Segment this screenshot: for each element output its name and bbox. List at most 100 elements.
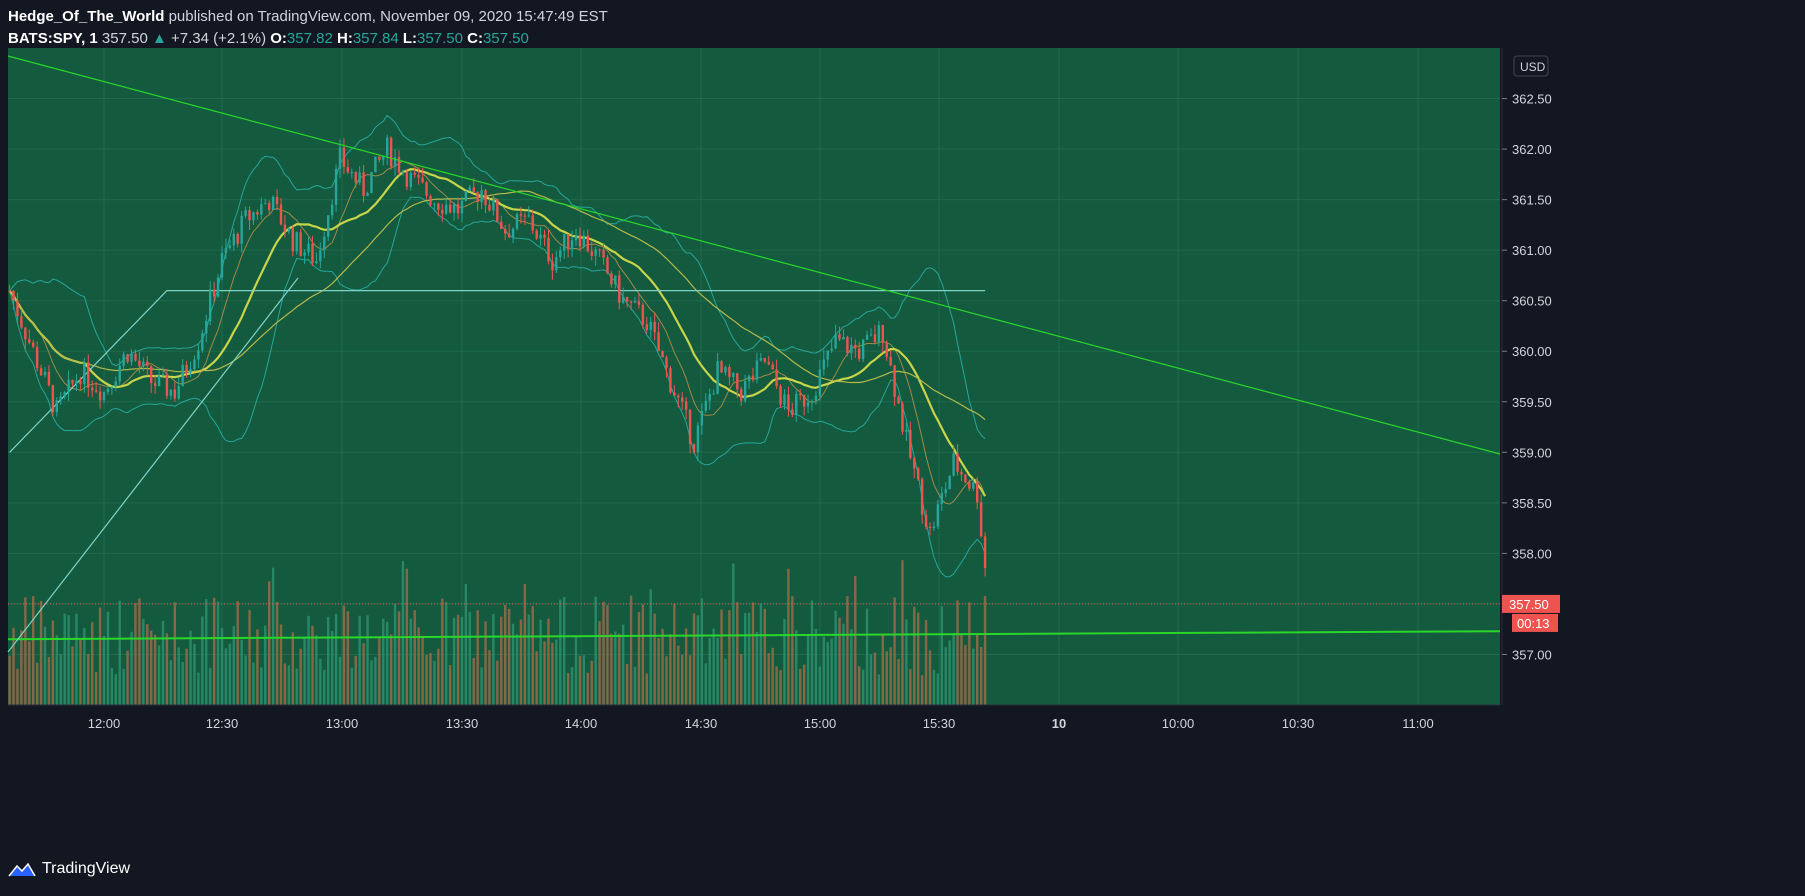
volume-bar	[983, 596, 987, 705]
candle-body	[130, 353, 133, 362]
support-line[interactable]	[7, 630, 1501, 641]
candle-body	[405, 172, 409, 187]
candle-body	[964, 474, 967, 483]
volume-bar	[441, 598, 444, 705]
candle-body	[806, 402, 810, 407]
volume-bar	[625, 663, 629, 705]
time-tick-label: 15:30	[923, 716, 956, 731]
close-label: C:	[467, 30, 483, 47]
volume-bar	[216, 601, 220, 705]
volume-bar	[834, 610, 837, 705]
author-name[interactable]: Hedge_Of_The_World	[8, 8, 165, 25]
volume-bar	[268, 581, 271, 705]
candle-body	[397, 157, 401, 173]
volume-bar	[43, 626, 47, 705]
volume-bar	[382, 618, 385, 705]
volume-bar	[594, 596, 597, 705]
candle-body	[767, 361, 770, 365]
volume-bar	[535, 651, 538, 705]
candle-body	[448, 204, 452, 213]
volume-bar	[201, 616, 204, 705]
volume-bar	[228, 643, 232, 705]
volume-bar	[484, 621, 487, 705]
candle-body	[268, 203, 271, 211]
candle-body	[417, 174, 420, 178]
candles	[8, 134, 987, 577]
candle-body	[850, 344, 853, 354]
candle-body	[551, 261, 554, 271]
volume-bar	[173, 602, 176, 705]
candle-body	[795, 393, 798, 415]
price-axis[interactable]: 357.00 357.50 358.00 358.50 359.00 359.50 360.…	[1500, 48, 1805, 705]
volume-bar	[79, 639, 82, 705]
candle-body	[358, 172, 361, 183]
candle-body	[264, 203, 267, 205]
low-value: 357.50	[417, 30, 463, 47]
candle-body	[696, 425, 700, 453]
candle-body	[547, 237, 550, 262]
volume-bar	[787, 568, 790, 705]
candle-body	[838, 334, 841, 340]
candle-body	[519, 214, 523, 216]
candle-body	[920, 479, 924, 515]
uptrend-line[interactable]	[7, 277, 299, 653]
volume-bar	[740, 653, 743, 705]
volume-bar	[256, 629, 259, 705]
volume-bar	[126, 650, 129, 705]
tradingview-logo[interactable]: TradingView	[8, 860, 130, 878]
volume-bar	[724, 658, 727, 705]
candle-body	[535, 230, 538, 239]
candle-body	[35, 346, 39, 369]
candle-body	[63, 392, 66, 397]
volume-bar	[515, 634, 519, 705]
candle-body	[114, 381, 117, 387]
price-tick-label: 358.00	[1512, 546, 1552, 561]
candle-body	[500, 221, 503, 229]
volume-bar	[110, 668, 114, 705]
candle-body	[94, 390, 98, 392]
volume-bar	[504, 605, 507, 705]
candle-body	[818, 369, 822, 396]
candle-body	[704, 400, 707, 411]
volume-bar	[197, 672, 200, 705]
candle-body	[16, 300, 19, 317]
volume-bar	[55, 635, 58, 705]
candle-body	[291, 228, 294, 252]
candle-body	[437, 203, 440, 210]
volume-bar	[118, 600, 121, 705]
candle-body	[252, 212, 255, 221]
candle-body	[661, 350, 664, 358]
candle-body	[71, 379, 74, 384]
symbol[interactable]: BATS:SPY, 1	[8, 30, 98, 47]
candle-body	[216, 277, 220, 297]
candle-body	[708, 394, 711, 401]
candle-body	[720, 361, 723, 373]
tradingview-brand: TradingView	[42, 860, 131, 877]
candle-body	[960, 471, 963, 475]
candle-body	[311, 243, 314, 264]
volume-bar	[570, 667, 574, 705]
candle-body	[484, 190, 487, 205]
volume-bar	[421, 637, 424, 705]
candle-body	[775, 369, 778, 387]
volume-bar	[814, 628, 818, 705]
time-tick-label: 13:00	[326, 716, 359, 731]
candle-body	[539, 234, 542, 239]
volume-bar	[708, 637, 711, 705]
candle-body	[393, 157, 397, 167]
volume-bar	[460, 616, 464, 705]
volume-bar	[496, 660, 499, 705]
candle-body	[594, 249, 597, 256]
candle-body	[228, 245, 232, 249]
time-axis[interactable]: 12:00 12:30 13:00 13:30 14:00 14:30 15:00 15:30…	[8, 704, 1500, 731]
volume-bar	[488, 650, 491, 705]
candle-body	[452, 204, 456, 213]
drawings[interactable]	[7, 55, 1501, 653]
currency-badge[interactable]	[1513, 55, 1549, 77]
candle-body	[24, 327, 27, 340]
downtrend-line[interactable]	[7, 55, 1501, 455]
volume-bar	[134, 603, 137, 705]
time-tick-label: 10:30	[1282, 716, 1315, 731]
volume-bar	[303, 638, 306, 705]
